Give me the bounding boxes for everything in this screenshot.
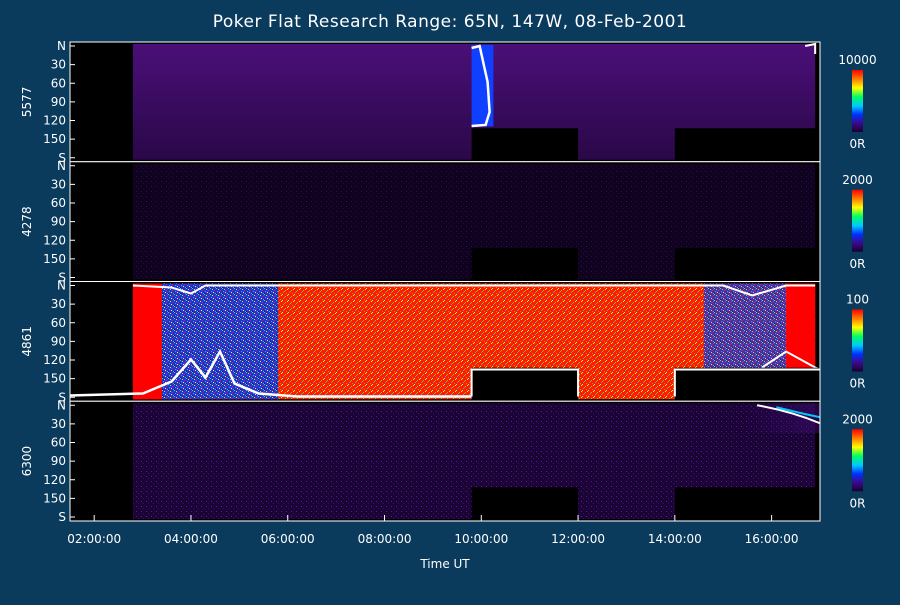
panel-label: 4861: [20, 326, 34, 357]
y-tick-label: 150: [43, 252, 66, 266]
no-data-block: [674, 247, 820, 281]
y-tick-label: N: [57, 159, 66, 173]
x-tick-label: 14:00:00: [648, 532, 702, 546]
colorbar-max-label: 100: [846, 293, 869, 307]
contour-line: [756, 404, 821, 425]
contour-line: [804, 42, 817, 54]
y-tick-label: S: [58, 390, 66, 404]
y-tick-label: S: [58, 271, 66, 285]
x-tick-label: 12:00:00: [551, 532, 605, 546]
contour-line: [776, 406, 821, 419]
y-tick-label: 90: [51, 215, 66, 229]
y-tick-label: N: [57, 39, 66, 53]
y-tick-label: S: [58, 510, 66, 524]
panel-4278: N 30 60 90 120 150 S 4278 2000 0R: [20, 159, 873, 285]
colorbar-min-label: 0R: [850, 137, 866, 151]
y-tick-label: 150: [43, 132, 66, 146]
colorbar-max-label: 2000: [842, 173, 873, 187]
y-tick-label: 30: [51, 297, 66, 311]
panel-label: 5577: [20, 87, 34, 118]
contour-line: [470, 368, 820, 397]
y-tick-label: 90: [51, 95, 66, 109]
y-tick-label: 150: [43, 372, 66, 386]
contour-line: [69, 348, 472, 398]
y-tick-label: 90: [51, 334, 66, 348]
colorbar: [852, 309, 863, 372]
bright-aurora: [471, 45, 494, 127]
x-tick-label: 02:00:00: [67, 532, 121, 546]
y-tick-label: 60: [51, 316, 66, 330]
colorbar: [852, 70, 863, 132]
y-tick-label: 60: [51, 436, 66, 450]
x-axis-label: Time UT: [419, 557, 470, 571]
colorbar-max-label: 2000: [842, 412, 873, 426]
panels: N 30 60 90 120 150 S 5577 10000 0R N 30 60 90 120 150 S 4…: [20, 39, 877, 524]
x-tick-label: 04:00:00: [164, 532, 218, 546]
y-tick-label: 120: [43, 473, 66, 487]
y-tick-label: S: [58, 151, 66, 165]
y-tick-label: N: [57, 398, 66, 412]
colorbar-min-label: 0R: [850, 496, 866, 510]
x-tick-label: 10:00:00: [454, 532, 508, 546]
y-tick-label: N: [57, 279, 66, 293]
y-tick-label: 120: [43, 233, 66, 247]
y-tick-label: 30: [51, 177, 66, 191]
panel-label: 6300: [20, 446, 34, 477]
x-tick-label: 16:00:00: [745, 532, 799, 546]
no-data-block: [674, 367, 820, 401]
panel-5577: N 30 60 90 120 150 S 5577 10000 0R: [20, 39, 877, 165]
colorbar: [852, 429, 863, 492]
no-data-block: [471, 367, 579, 401]
saturated-band: [132, 283, 162, 400]
chart-title: Poker Flat Research Range: 65N, 147W, 08…: [213, 12, 688, 32]
x-tick-label: 06:00:00: [261, 532, 315, 546]
x-axis: 02:00:00 04:00:00 06:00:00 08:00:00 10:00:00…: [67, 515, 799, 546]
y-tick-label: 30: [51, 417, 66, 431]
y-tick-label: 150: [43, 491, 66, 505]
colorbar: [852, 189, 863, 252]
no-data-block: [471, 247, 579, 281]
y-tick-label: 30: [51, 58, 66, 72]
panel-label: 4278: [20, 206, 34, 237]
colorbar-max-label: 10000: [838, 53, 876, 67]
no-data-block: [674, 128, 820, 161]
no-data-block: [471, 487, 579, 520]
y-tick-label: 60: [51, 196, 66, 210]
panel-6300: N 30 60 90 120 150 S 6300 2000 0R: [20, 398, 873, 524]
y-tick-label: 120: [43, 353, 66, 367]
no-data-block: [674, 487, 820, 520]
x-tick-label: 08:00:00: [358, 532, 412, 546]
y-tick-label: 120: [43, 114, 66, 128]
contour-line: [471, 44, 491, 128]
no-data-block: [471, 128, 579, 161]
panel-4861: N 30 60 90 120 150 S 4861 100 0R: [20, 279, 869, 405]
mixed-band: [161, 283, 279, 400]
contour-line: [132, 284, 816, 297]
colorbar-min-label: 0R: [850, 257, 866, 271]
y-tick-label: 60: [51, 76, 66, 90]
y-tick-label: 90: [51, 454, 66, 468]
colorbar-min-label: 0R: [850, 377, 866, 391]
